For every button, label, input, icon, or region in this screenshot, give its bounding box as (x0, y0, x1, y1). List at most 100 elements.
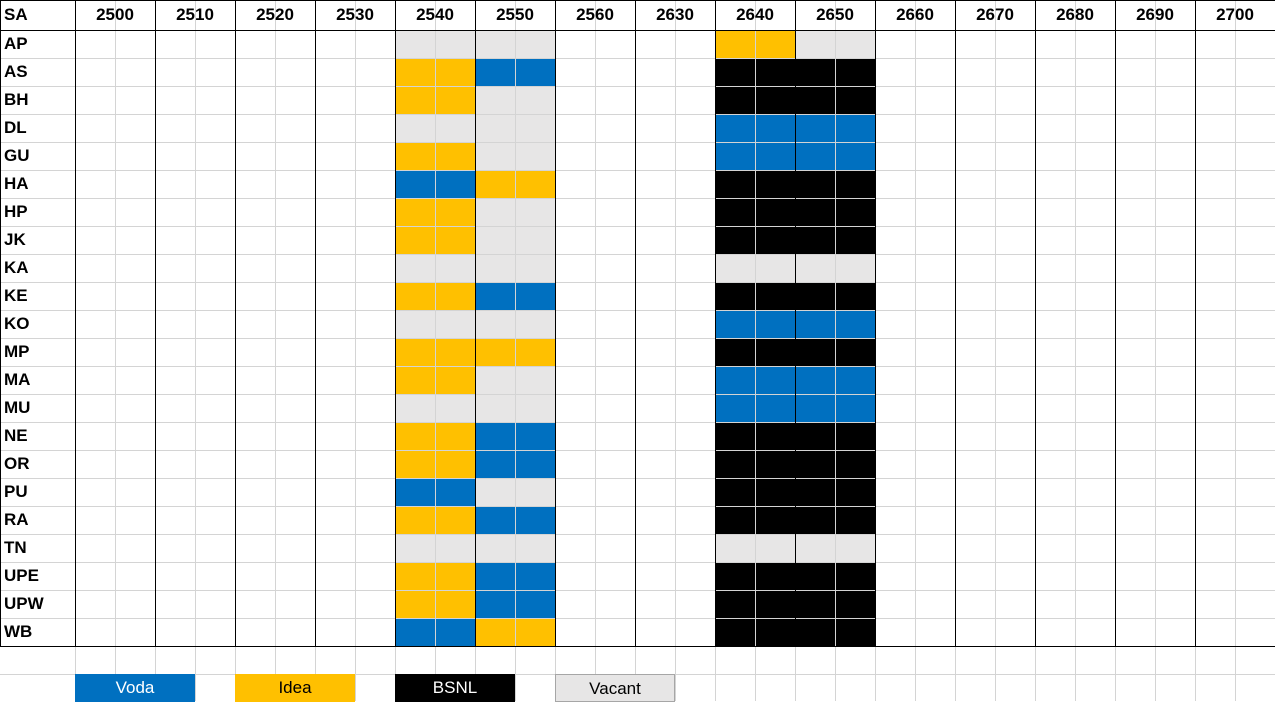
allocation-cell[interactable] (435, 394, 475, 422)
allocation-cell[interactable] (835, 590, 875, 618)
allocation-cell[interactable] (715, 338, 755, 366)
allocation-cell[interactable] (435, 254, 475, 282)
allocation-cell[interactable] (515, 142, 555, 170)
allocation-cell[interactable] (835, 618, 875, 646)
allocation-cell[interactable] (435, 478, 475, 506)
allocation-cell[interactable] (715, 450, 755, 478)
allocation-cell[interactable] (515, 282, 555, 310)
allocation-cell[interactable] (515, 58, 555, 86)
allocation-cell[interactable] (475, 114, 515, 142)
allocation-cell[interactable] (835, 86, 875, 114)
allocation-cell[interactable] (435, 142, 475, 170)
allocation-cell[interactable] (715, 422, 755, 450)
allocation-cell[interactable] (515, 422, 555, 450)
allocation-cell[interactable] (835, 534, 875, 562)
allocation-cell[interactable] (835, 478, 875, 506)
allocation-cell[interactable] (515, 394, 555, 422)
allocation-cell[interactable] (795, 198, 835, 226)
allocation-cell[interactable] (755, 170, 795, 198)
allocation-cell[interactable] (395, 366, 435, 394)
allocation-cell[interactable] (435, 450, 475, 478)
allocation-cell[interactable] (395, 226, 435, 254)
allocation-cell[interactable] (395, 142, 435, 170)
allocation-cell[interactable] (795, 254, 835, 282)
allocation-cell[interactable] (515, 506, 555, 534)
allocation-cell[interactable] (715, 254, 755, 282)
allocation-cell[interactable] (715, 198, 755, 226)
allocation-cell[interactable] (715, 310, 755, 338)
allocation-cell[interactable] (395, 478, 435, 506)
allocation-cell[interactable] (475, 562, 515, 590)
allocation-cell[interactable] (755, 142, 795, 170)
allocation-cell[interactable] (715, 282, 755, 310)
allocation-cell[interactable] (755, 226, 795, 254)
allocation-cell[interactable] (755, 394, 795, 422)
allocation-cell[interactable] (475, 450, 515, 478)
allocation-cell[interactable] (755, 590, 795, 618)
allocation-cell[interactable] (395, 282, 435, 310)
allocation-cell[interactable] (755, 478, 795, 506)
allocation-cell[interactable] (755, 618, 795, 646)
allocation-cell[interactable] (475, 478, 515, 506)
allocation-cell[interactable] (715, 590, 755, 618)
allocation-cell[interactable] (835, 198, 875, 226)
allocation-cell[interactable] (795, 506, 835, 534)
allocation-cell[interactable] (395, 198, 435, 226)
allocation-cell[interactable] (795, 338, 835, 366)
allocation-cell[interactable] (475, 366, 515, 394)
allocation-cell[interactable] (835, 338, 875, 366)
allocation-cell[interactable] (515, 590, 555, 618)
allocation-cell[interactable] (755, 254, 795, 282)
allocation-cell[interactable] (435, 366, 475, 394)
allocation-cell[interactable] (755, 58, 795, 86)
allocation-cell[interactable] (835, 254, 875, 282)
allocation-cell[interactable] (435, 114, 475, 142)
allocation-cell[interactable] (835, 562, 875, 590)
allocation-cell[interactable] (835, 310, 875, 338)
allocation-cell[interactable] (835, 226, 875, 254)
allocation-cell[interactable] (795, 450, 835, 478)
allocation-cell[interactable] (835, 142, 875, 170)
allocation-cell[interactable] (475, 58, 515, 86)
allocation-cell[interactable] (715, 506, 755, 534)
allocation-cell[interactable] (435, 506, 475, 534)
allocation-cell[interactable] (795, 30, 835, 58)
allocation-cell[interactable] (515, 254, 555, 282)
allocation-cell[interactable] (835, 506, 875, 534)
allocation-cell[interactable] (515, 226, 555, 254)
allocation-cell[interactable] (755, 450, 795, 478)
allocation-cell[interactable] (715, 562, 755, 590)
allocation-cell[interactable] (395, 58, 435, 86)
allocation-cell[interactable] (435, 226, 475, 254)
allocation-cell[interactable] (755, 86, 795, 114)
allocation-cell[interactable] (755, 282, 795, 310)
allocation-cell[interactable] (475, 338, 515, 366)
allocation-cell[interactable] (395, 562, 435, 590)
allocation-cell[interactable] (475, 170, 515, 198)
allocation-cell[interactable] (795, 142, 835, 170)
allocation-cell[interactable] (515, 534, 555, 562)
allocation-cell[interactable] (395, 618, 435, 646)
allocation-cell[interactable] (795, 394, 835, 422)
allocation-cell[interactable] (515, 114, 555, 142)
allocation-cell[interactable] (395, 422, 435, 450)
allocation-cell[interactable] (475, 534, 515, 562)
allocation-cell[interactable] (795, 590, 835, 618)
allocation-cell[interactable] (715, 170, 755, 198)
allocation-cell[interactable] (755, 114, 795, 142)
allocation-cell[interactable] (475, 30, 515, 58)
allocation-cell[interactable] (435, 534, 475, 562)
allocation-cell[interactable] (795, 58, 835, 86)
allocation-cell[interactable] (475, 282, 515, 310)
allocation-cell[interactable] (475, 310, 515, 338)
allocation-cell[interactable] (835, 450, 875, 478)
allocation-cell[interactable] (475, 394, 515, 422)
allocation-cell[interactable] (395, 114, 435, 142)
allocation-cell[interactable] (435, 282, 475, 310)
allocation-cell[interactable] (795, 226, 835, 254)
allocation-cell[interactable] (395, 30, 435, 58)
allocation-cell[interactable] (755, 506, 795, 534)
allocation-cell[interactable] (835, 366, 875, 394)
allocation-cell[interactable] (755, 198, 795, 226)
allocation-cell[interactable] (515, 310, 555, 338)
